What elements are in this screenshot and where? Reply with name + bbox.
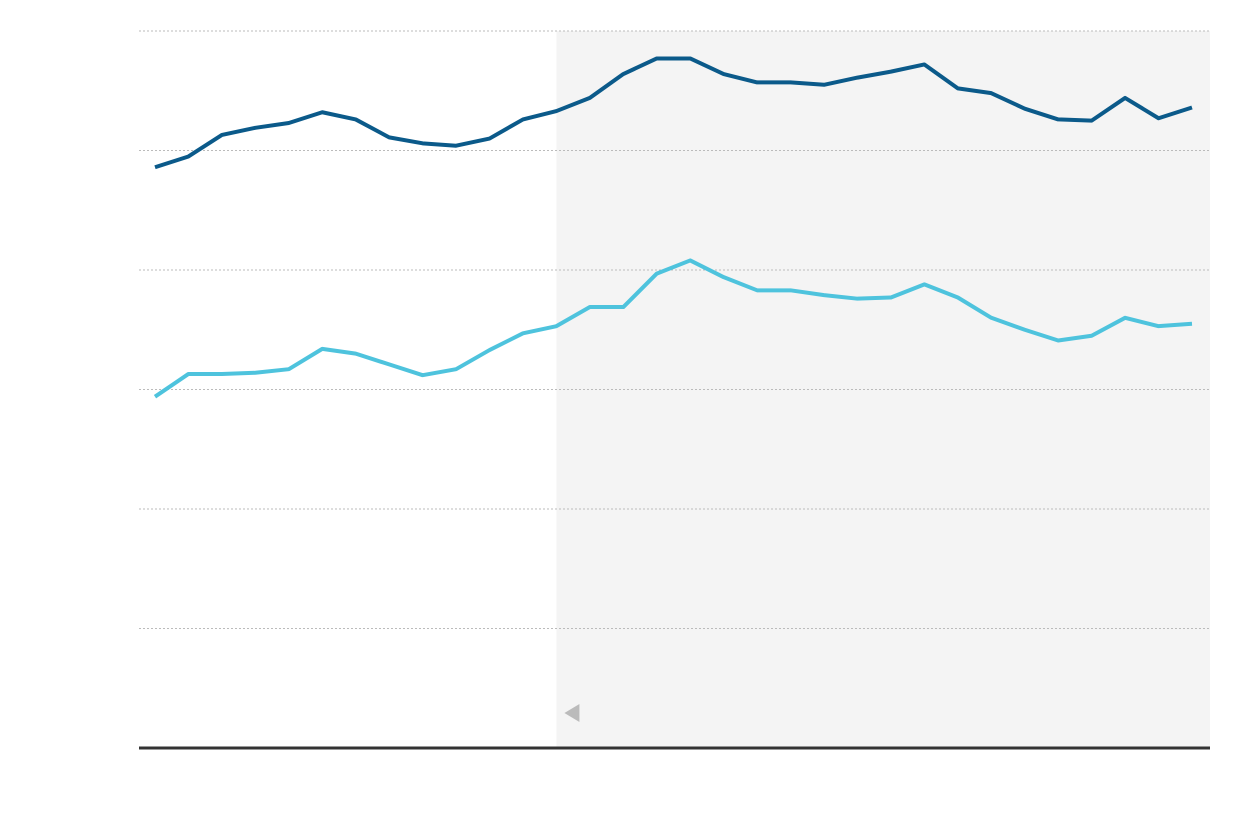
series-line [153,258,1193,399]
grid-layer [139,30,1210,750]
line-layer [153,56,1193,399]
series-line [154,56,1193,170]
scroll-arrow [564,704,580,722]
